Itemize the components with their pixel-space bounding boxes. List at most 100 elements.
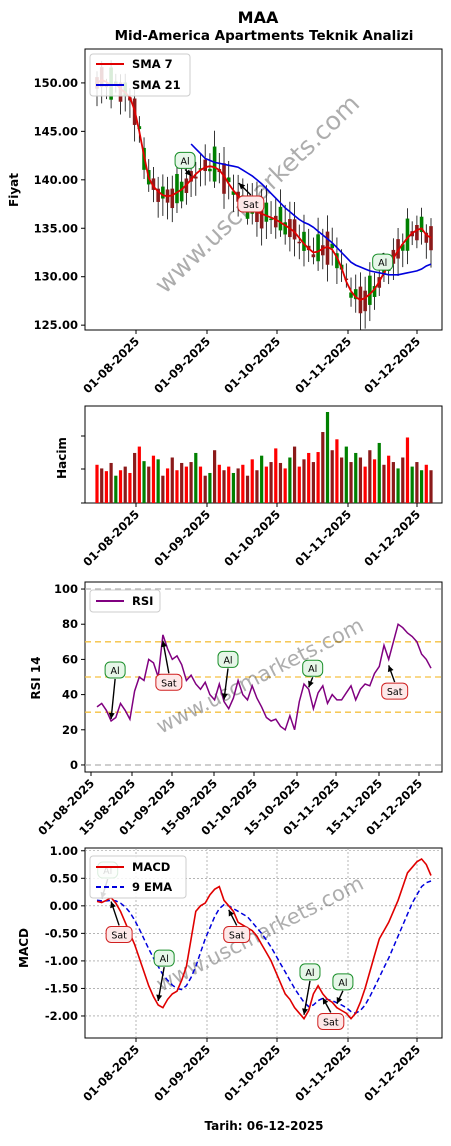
- price-signal-arrowhead: [238, 183, 246, 190]
- volume-bar: [194, 452, 198, 503]
- rsi-signal-badge: [302, 659, 324, 677]
- volume-bar: [198, 466, 203, 503]
- rsi-signal-arrowhead: [108, 712, 115, 719]
- volume-bar: [330, 450, 334, 503]
- volume-bar: [405, 437, 410, 503]
- volume-panel: Hacim 01-08-2025 01-09-2025 01-10-2025 01-1…: [55, 405, 443, 569]
- legend-sma21-label: SMA 21: [132, 78, 181, 92]
- rsi-signal-arrowhead: [221, 693, 228, 700]
- price-ytick-label: 145.00: [34, 124, 78, 138]
- candle-body: [189, 171, 193, 182]
- macd-xtick-label: 01-12-2025: [361, 1042, 423, 1104]
- candle-body: [193, 176, 198, 179]
- volume-bar: [114, 475, 118, 503]
- volume-bar: [180, 462, 184, 503]
- volume-bar: [100, 468, 104, 503]
- candle-body: [405, 218, 410, 251]
- footer-date: Tarih: 06-12-2025: [204, 1119, 323, 1133]
- macd-signal-badge-label: Al: [305, 968, 314, 979]
- macd-signal-badge-label: Sat: [111, 930, 127, 941]
- volume-bar: [335, 439, 339, 503]
- candle-body: [368, 275, 372, 305]
- volume-xtick-label: 01-08-2025: [80, 507, 142, 569]
- volume-bar: [213, 450, 217, 503]
- rsi-ytick-label: 40: [62, 688, 78, 702]
- candle-body: [419, 216, 424, 233]
- volume-bar: [311, 462, 315, 503]
- macd-signal-arrowhead: [228, 909, 235, 917]
- candle-body: [222, 163, 226, 194]
- volume-bar: [340, 457, 344, 503]
- volume-bar: [377, 442, 381, 503]
- legend-macd-label: MACD: [132, 860, 170, 874]
- volume-y-label: Hacim: [55, 437, 69, 479]
- macd-xtick-label: 01-11-2025: [292, 1042, 354, 1104]
- rsi-line: [96, 622, 432, 732]
- candle-body: [297, 241, 302, 244]
- volume-bar: [189, 462, 193, 503]
- candle-body: [278, 206, 283, 231]
- volume-bar: [325, 412, 330, 503]
- volume-bar: [137, 446, 141, 503]
- price-signal-badge-label: Al: [378, 258, 387, 269]
- candle-body: [400, 244, 405, 251]
- volume-xtick-label: 01-09-2025: [151, 507, 213, 569]
- volume-bar: [175, 470, 179, 503]
- macd-signal-arrowhead: [110, 901, 116, 909]
- legend-rsi-label: RSI: [132, 594, 153, 608]
- volume-bar: [260, 455, 264, 503]
- volume-bar: [415, 462, 419, 503]
- ema9-line: [96, 880, 432, 1015]
- candle-body: [231, 191, 236, 195]
- candle-body: [311, 254, 316, 258]
- rsi-signal-arrowhead: [387, 665, 394, 673]
- volume-bar: [419, 470, 424, 503]
- volume-bar: [297, 466, 301, 503]
- candle-body: [179, 181, 184, 202]
- rsi-legend: RSI: [89, 589, 161, 613]
- volume-bar: [358, 457, 363, 503]
- price-xtick-label: 01-12-2025: [361, 334, 423, 396]
- macd-ytick-label: -1.50: [45, 981, 78, 995]
- price-signal-badge: [372, 253, 394, 271]
- volume-bar: [241, 464, 245, 503]
- volume-bar: [344, 446, 348, 503]
- macd-ytick-label: -2.00: [45, 1009, 78, 1023]
- candle-body: [226, 177, 231, 183]
- price-xtick-label: 01-10-2025: [221, 334, 283, 396]
- volume-bar: [354, 452, 358, 503]
- volume-bar: [283, 468, 287, 503]
- volume-bar: [255, 470, 259, 503]
- volume-bar: [123, 466, 127, 503]
- candle-body: [283, 222, 287, 235]
- candle-body: [273, 215, 278, 228]
- chart-subtitle: Mid-America Apartments Teknik Analizi: [115, 28, 414, 44]
- rsi-ytick-label: 0: [70, 758, 78, 772]
- macd-plot-area: [84, 847, 443, 1039]
- volume-bar: [429, 470, 433, 503]
- volume-bar: [245, 475, 250, 503]
- volume-bar: [203, 475, 207, 503]
- macd-signal-arrowhead: [336, 997, 343, 1004]
- volume-bar: [142, 461, 146, 503]
- volume-bar: [165, 468, 170, 503]
- candle-body: [316, 234, 320, 262]
- candle-body: [302, 231, 306, 251]
- volume-xtick-label: 01-10-2025: [221, 507, 283, 569]
- rsi-signal-badge-label: Al: [308, 664, 317, 675]
- volume-bar: [128, 472, 132, 503]
- rsi-signal-badge-label: Al: [223, 655, 232, 666]
- macd-signal-badge: [299, 963, 321, 981]
- macd-ytick-label: -0.50: [45, 926, 78, 940]
- volume-xtick-label: 01-11-2025: [292, 507, 354, 569]
- rsi-ytick-label: 60: [62, 652, 78, 666]
- volume-bar: [184, 466, 188, 503]
- candle-body: [330, 243, 335, 249]
- candle-body: [198, 168, 203, 170]
- price-ytick-label: 130.00: [34, 270, 78, 284]
- macd-ytick-label: 0.00: [50, 899, 78, 913]
- candle-body: [292, 219, 297, 240]
- rsi-signal-badge: [217, 650, 239, 668]
- candle-body: [321, 245, 325, 256]
